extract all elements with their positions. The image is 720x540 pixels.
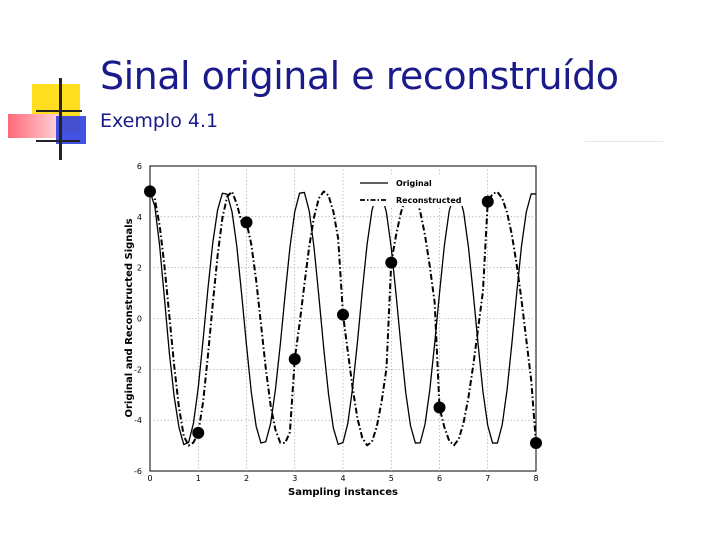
y-tick-label: 4	[137, 213, 142, 222]
chart-series	[149, 190, 537, 447]
legend-reconstructed-label: Reconstructed	[396, 196, 462, 205]
decor-horizontal-line-lower	[36, 140, 80, 142]
sample-point	[481, 195, 494, 208]
divider	[585, 141, 663, 142]
y-tick-label: -4	[134, 416, 142, 425]
y-tick-label: 6	[137, 162, 142, 171]
sample-point	[337, 308, 349, 321]
x-tick-label: 7	[485, 474, 490, 483]
chart-legend: Original Reconstructed	[348, 174, 468, 206]
sample-point	[530, 437, 542, 450]
x-tick-label: 6	[437, 474, 442, 483]
y-tick-label: 2	[137, 264, 142, 273]
sample-point	[240, 216, 253, 229]
legend-original-label: Original	[396, 179, 432, 188]
x-axis-label: Sampling instances	[288, 487, 398, 498]
slide-title: Sinal original e reconstruído	[100, 54, 619, 98]
x-tick-labels: 0 1 2 3 4 5 6 7 8	[147, 474, 538, 483]
sample-markers	[144, 185, 542, 450]
x-tick-label: 4	[340, 474, 345, 483]
y-axis-label: Original and Reconstructed Signals	[124, 218, 135, 417]
signal-chart: 6 4 2 0 -2 -4 -6 0 1 2 3 4 5 6 7 8 Original Reconstruc…	[124, 162, 542, 498]
y-tick-label: -6	[134, 467, 142, 476]
x-tick-label: 1	[196, 474, 201, 483]
x-tick-label: 2	[244, 474, 249, 483]
sample-point	[192, 426, 205, 439]
slide-subtitle: Exemplo 4.1	[100, 110, 219, 132]
sample-point	[385, 256, 398, 269]
decor-red-bar	[8, 114, 60, 138]
x-tick-label: 3	[292, 474, 297, 483]
y-tick-labels: 6 4 2 0 -2 -4 -6	[134, 162, 142, 476]
sample-point	[433, 401, 446, 414]
x-tick-label: 0	[147, 474, 152, 483]
y-tick-label: 0	[137, 315, 142, 324]
series-line-original	[149, 191, 536, 446]
y-tick-label: -2	[134, 365, 142, 374]
x-tick-label: 8	[533, 474, 538, 483]
sample-point	[144, 185, 156, 198]
x-tick-label: 5	[389, 474, 394, 483]
decor-vertical-line	[59, 78, 62, 160]
decor-horizontal-line	[36, 110, 82, 112]
sample-point	[288, 353, 301, 366]
